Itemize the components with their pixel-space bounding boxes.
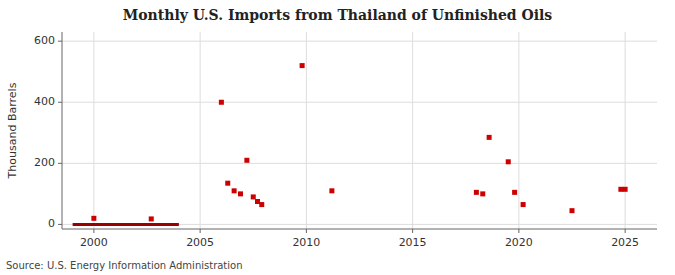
x-axis	[62, 229, 657, 230]
x-tick	[93, 229, 94, 233]
grid-line	[62, 163, 657, 164]
y-axis	[62, 32, 63, 229]
grid-line	[625, 32, 626, 229]
point	[474, 190, 479, 195]
x-tick-label: 2015	[399, 236, 427, 249]
y-axis-label: Thousand Barrels	[6, 82, 19, 179]
point	[225, 181, 230, 186]
point	[259, 202, 264, 207]
point	[512, 190, 517, 195]
grid-line	[306, 32, 307, 229]
y-tick-label: 0	[48, 217, 55, 230]
point	[232, 188, 237, 193]
point	[570, 208, 575, 213]
chart: 0 200 400 600 2000 2005 2010 2015 2020 2025 Monthl…	[0, 0, 675, 275]
y-tick-label: 200	[34, 156, 55, 169]
x-tick	[412, 229, 413, 233]
y-tick	[58, 224, 62, 225]
point	[300, 63, 305, 68]
grid-line	[93, 32, 94, 229]
grid-line	[518, 32, 519, 229]
y-tick	[58, 102, 62, 103]
point	[487, 135, 492, 140]
x-tick	[200, 229, 201, 233]
grid-line	[62, 41, 657, 42]
y-tick	[58, 163, 62, 164]
point	[623, 187, 628, 192]
point	[149, 216, 154, 221]
point	[219, 100, 224, 105]
x-tick-label: 2020	[505, 236, 533, 249]
point	[238, 191, 243, 196]
point	[251, 194, 256, 199]
x-tick	[306, 229, 307, 233]
grid-line	[62, 224, 657, 225]
point	[480, 191, 485, 196]
x-tick-label: 2005	[186, 236, 214, 249]
grid-line	[62, 102, 657, 103]
x-tick-label: 2000	[80, 236, 108, 249]
x-tick-label: 2010	[292, 236, 320, 249]
point	[521, 202, 526, 207]
point	[91, 216, 96, 221]
x-tick-label: 2025	[611, 236, 639, 249]
source: Source: U.S. Energy Information Administ…	[6, 260, 243, 271]
y-tick-label: 600	[34, 34, 55, 47]
zero-line	[73, 223, 179, 226]
x-tick	[625, 229, 626, 233]
plot-area	[73, 63, 628, 224]
grid-line	[412, 32, 413, 229]
y-tick-label: 400	[34, 95, 55, 108]
point	[244, 158, 249, 163]
x-tick	[518, 229, 519, 233]
title: Monthly U.S. Imports from Thailand of Un…	[123, 7, 553, 23]
y-tick	[58, 41, 62, 42]
grid-line	[200, 32, 201, 229]
point	[506, 159, 511, 164]
point	[329, 188, 334, 193]
